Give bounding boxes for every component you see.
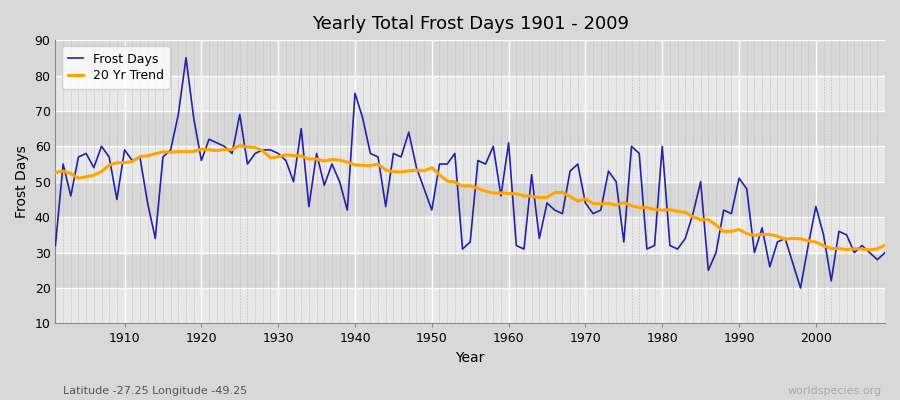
Frost Days bbox=[603, 169, 614, 174]
20 Yr Trend bbox=[234, 143, 245, 148]
Frost Days bbox=[795, 286, 806, 290]
X-axis label: Year: Year bbox=[455, 351, 485, 365]
Bar bbox=[56, 252, 885, 288]
Bar bbox=[56, 288, 885, 324]
Text: worldspecies.org: worldspecies.org bbox=[788, 386, 882, 396]
Title: Yearly Total Frost Days 1901 - 2009: Yearly Total Frost Days 1901 - 2009 bbox=[311, 15, 629, 33]
Frost Days bbox=[511, 243, 522, 248]
Frost Days bbox=[50, 243, 61, 248]
20 Yr Trend bbox=[334, 158, 345, 162]
Bar bbox=[56, 217, 885, 252]
20 Yr Trend bbox=[864, 248, 875, 252]
20 Yr Trend bbox=[603, 201, 614, 206]
20 Yr Trend bbox=[511, 191, 522, 196]
20 Yr Trend bbox=[50, 170, 61, 175]
20 Yr Trend bbox=[503, 191, 514, 196]
Bar bbox=[56, 111, 885, 146]
Frost Days bbox=[181, 56, 192, 60]
Bar bbox=[56, 182, 885, 217]
Bar bbox=[56, 76, 885, 111]
20 Yr Trend bbox=[288, 153, 299, 158]
Frost Days bbox=[112, 197, 122, 202]
Text: Latitude -27.25 Longitude -49.25: Latitude -27.25 Longitude -49.25 bbox=[63, 386, 248, 396]
Line: Frost Days: Frost Days bbox=[56, 58, 885, 288]
20 Yr Trend bbox=[879, 243, 890, 248]
Frost Days bbox=[334, 179, 345, 184]
Y-axis label: Frost Days: Frost Days bbox=[15, 145, 29, 218]
Frost Days bbox=[288, 179, 299, 184]
Bar bbox=[56, 146, 885, 182]
Bar bbox=[56, 40, 885, 76]
Legend: Frost Days, 20 Yr Trend: Frost Days, 20 Yr Trend bbox=[62, 46, 170, 89]
Frost Days bbox=[879, 250, 890, 255]
Frost Days bbox=[503, 140, 514, 145]
20 Yr Trend bbox=[112, 160, 122, 165]
Line: 20 Yr Trend: 20 Yr Trend bbox=[56, 146, 885, 250]
